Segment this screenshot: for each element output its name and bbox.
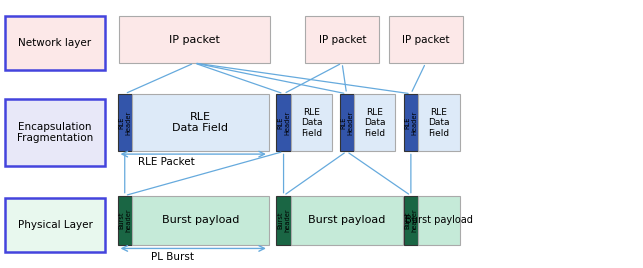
Text: Burst
header: Burst header: [277, 209, 290, 232]
FancyBboxPatch shape: [418, 196, 460, 245]
Text: Encapsulation
Fragmentation: Encapsulation Fragmentation: [17, 122, 93, 143]
Text: IP packet: IP packet: [319, 35, 366, 44]
Text: IP packet: IP packet: [169, 35, 220, 44]
FancyBboxPatch shape: [354, 94, 395, 151]
Text: PL Burst: PL Burst: [151, 252, 194, 262]
Text: Burst
header: Burst header: [118, 209, 131, 232]
FancyBboxPatch shape: [5, 99, 105, 166]
Text: RLE
Data
Field: RLE Data Field: [364, 108, 385, 137]
FancyBboxPatch shape: [389, 16, 463, 63]
Text: RLE
Header: RLE Header: [340, 110, 353, 135]
Text: Physical Layer: Physical Layer: [17, 220, 93, 230]
FancyBboxPatch shape: [276, 196, 291, 245]
Text: Burst
header: Burst header: [404, 209, 417, 232]
FancyBboxPatch shape: [118, 196, 132, 245]
Text: RLE
Data
Field: RLE Data Field: [301, 108, 322, 137]
Text: RLE
Header: RLE Header: [277, 110, 290, 135]
Text: IP packet: IP packet: [403, 35, 449, 44]
FancyBboxPatch shape: [291, 196, 403, 245]
FancyBboxPatch shape: [305, 16, 379, 63]
Text: Burst payload: Burst payload: [405, 215, 473, 225]
FancyBboxPatch shape: [5, 16, 105, 70]
FancyBboxPatch shape: [5, 198, 105, 252]
Text: Network layer: Network layer: [19, 38, 91, 48]
FancyBboxPatch shape: [276, 94, 291, 151]
Text: RLE
Data
Field: RLE Data Field: [428, 108, 449, 137]
Text: RLE
Header: RLE Header: [404, 110, 417, 135]
Text: Burst payload: Burst payload: [161, 215, 239, 225]
Text: RLE
Data Field: RLE Data Field: [172, 112, 228, 133]
FancyBboxPatch shape: [118, 94, 132, 151]
FancyBboxPatch shape: [404, 94, 418, 151]
FancyBboxPatch shape: [418, 94, 460, 151]
FancyBboxPatch shape: [340, 94, 354, 151]
Text: Burst payload: Burst payload: [308, 215, 386, 225]
FancyBboxPatch shape: [291, 94, 332, 151]
FancyBboxPatch shape: [119, 16, 270, 63]
Text: RLE Packet: RLE Packet: [138, 157, 195, 167]
Text: RLE
Header: RLE Header: [118, 110, 131, 135]
FancyBboxPatch shape: [132, 94, 269, 151]
FancyBboxPatch shape: [404, 196, 418, 245]
FancyBboxPatch shape: [132, 196, 269, 245]
